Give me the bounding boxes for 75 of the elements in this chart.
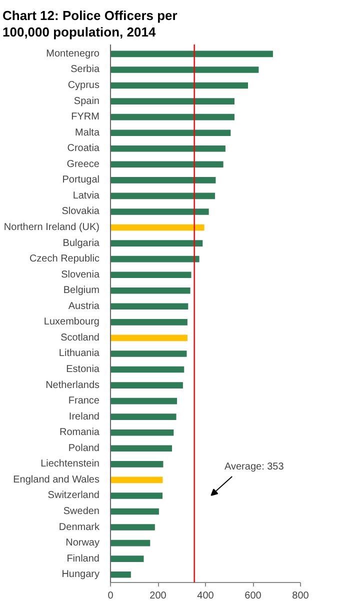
bar xyxy=(110,382,183,388)
bar xyxy=(110,50,273,58)
bar xyxy=(110,161,224,168)
bar xyxy=(110,429,174,436)
y-tick-label: Portugal xyxy=(62,174,100,186)
y-tick-label: England and Wales xyxy=(13,474,100,486)
y-tick-label: Greece xyxy=(66,158,100,170)
bar xyxy=(110,366,184,373)
y-tick-label: Serbia xyxy=(70,64,100,76)
chart-title: Chart 12: Police Officers per 100,000 population, 2014 xyxy=(2,8,178,40)
x-tick-label: 200 xyxy=(150,590,167,601)
y-tick-label: Switzerland xyxy=(48,490,100,502)
bar xyxy=(110,98,234,104)
bar xyxy=(110,524,155,530)
y-tick-label: Bulgaria xyxy=(62,238,100,249)
bar xyxy=(110,130,231,136)
bar xyxy=(110,66,259,73)
bar xyxy=(110,240,203,246)
x-tick-label: 400 xyxy=(197,590,214,601)
bar xyxy=(110,350,187,357)
bar xyxy=(110,540,150,546)
bar xyxy=(110,414,176,420)
bar xyxy=(110,492,163,499)
y-tick-label: Netherlands xyxy=(46,380,100,391)
y-tick-label: France xyxy=(68,396,100,407)
y-tick-label: Slovenia xyxy=(61,269,100,280)
y-tick-label: Poland xyxy=(68,442,100,454)
y-tick-label: Slovakia xyxy=(62,206,100,218)
x-tick-label: 0 xyxy=(108,590,114,601)
y-tick-label: Czech Republic xyxy=(29,254,100,265)
bar xyxy=(110,208,209,215)
bar xyxy=(110,508,159,515)
bar xyxy=(110,192,215,200)
y-tick-label: Belgium xyxy=(63,285,100,296)
bar xyxy=(110,224,204,231)
bar xyxy=(110,256,200,262)
y-tick-label: Romania xyxy=(59,427,100,438)
y-tick-label: Lithuania xyxy=(58,348,100,360)
bar xyxy=(110,303,188,310)
y-tick-label: Montenegro xyxy=(46,48,100,60)
y-tick-label: Scotland xyxy=(60,332,100,344)
y-tick-label: Hungary xyxy=(62,569,100,580)
bar xyxy=(110,287,190,294)
bar xyxy=(110,398,177,404)
y-tick-label: Denmark xyxy=(58,522,100,533)
y-tick-label: Liechtenstein xyxy=(40,458,100,470)
y-tick-label: Northern Ireland (UK) xyxy=(4,222,100,234)
y-tick-label: FYRM xyxy=(71,112,100,123)
y-tick-label: Croatia xyxy=(67,143,100,154)
y-tick-label: Spain xyxy=(74,96,100,107)
y-tick-label: Finland xyxy=(66,553,100,564)
bar xyxy=(110,461,164,468)
bar xyxy=(110,272,192,278)
y-tick-label: Estonia xyxy=(66,364,100,376)
bar xyxy=(110,114,234,120)
x-tick-label: 600 xyxy=(244,590,262,601)
y-tick-label: Malta xyxy=(75,127,100,138)
annotation: Average: 353 xyxy=(224,462,284,473)
bar xyxy=(110,177,216,184)
y-tick-label: Cyprus xyxy=(68,80,100,92)
bar xyxy=(110,476,163,484)
bar xyxy=(110,334,188,342)
bar xyxy=(110,445,172,452)
y-tick-label: Latvia xyxy=(72,190,100,202)
bar xyxy=(110,571,131,578)
y-tick-label: Austria xyxy=(68,300,100,312)
x-tick-label: 800 xyxy=(292,590,310,601)
bar xyxy=(110,82,248,89)
y-tick-label: Sweden xyxy=(63,506,100,518)
bar xyxy=(110,145,226,152)
y-tick-label: Ireland xyxy=(68,411,100,422)
bar xyxy=(110,556,144,562)
bar xyxy=(110,319,188,326)
y-tick-label: Luxembourg xyxy=(44,316,100,328)
y-tick-label: Norway xyxy=(66,538,100,549)
